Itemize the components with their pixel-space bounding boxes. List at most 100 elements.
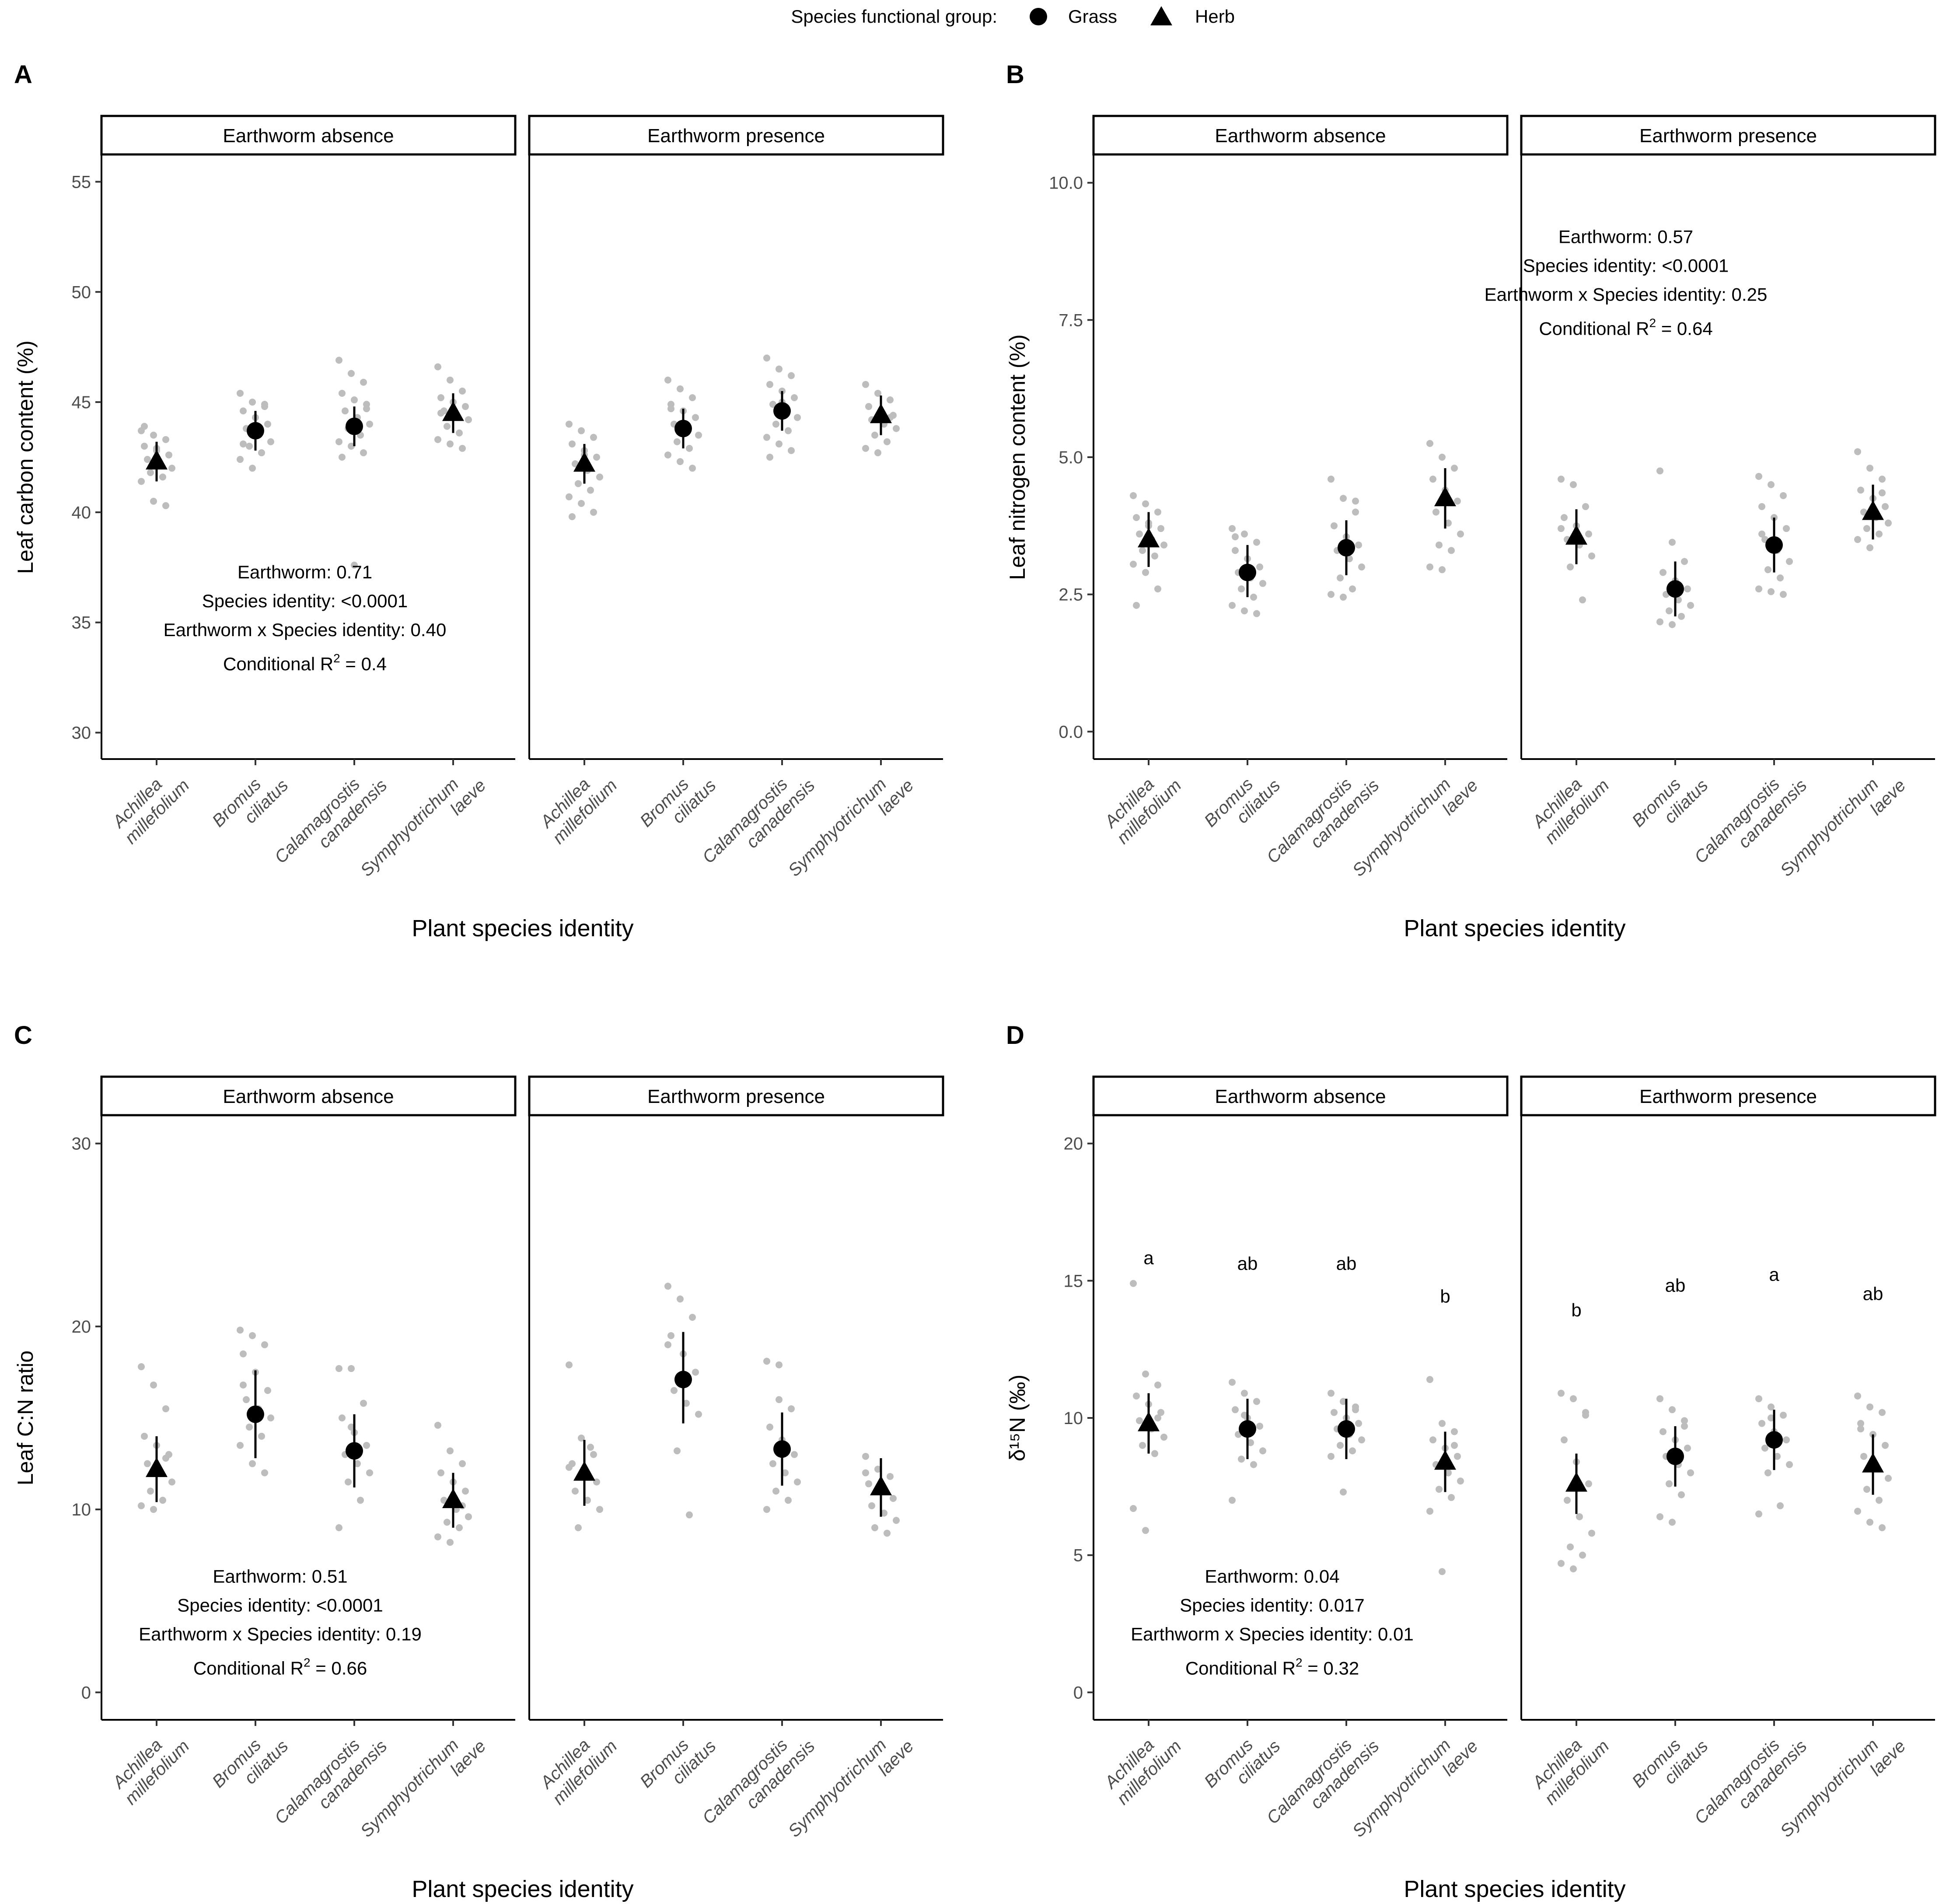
stat-line: Earthworm: 0.04	[1205, 1566, 1339, 1586]
raw-point	[1331, 1409, 1338, 1416]
raw-point	[1328, 476, 1335, 483]
raw-point	[1764, 566, 1771, 574]
raw-point	[1429, 476, 1436, 483]
y-tick-label: 0	[1073, 1683, 1083, 1702]
raw-point	[677, 385, 684, 392]
significance-letter: b	[1440, 1286, 1450, 1307]
raw-point	[240, 440, 247, 448]
facet-strip-label: Earthworm absence	[223, 1086, 394, 1107]
raw-point	[342, 407, 349, 415]
raw-point	[267, 1414, 274, 1421]
y-tick-label: 10.0	[1049, 174, 1083, 193]
raw-point	[1160, 1433, 1167, 1441]
mean-point-herb	[442, 1488, 464, 1508]
mean-point-grass	[247, 422, 264, 440]
raw-point	[1253, 1398, 1260, 1405]
raw-point	[1570, 1565, 1577, 1572]
stat-r2-prefix: Conditional R	[193, 1658, 304, 1678]
raw-point	[1678, 612, 1685, 620]
raw-point	[862, 1452, 869, 1460]
y-tick-label: 20	[72, 1317, 91, 1337]
raw-point	[165, 451, 172, 458]
x-tick-label: Bromusciliatus	[1628, 1722, 1712, 1806]
x-tick-label: Achilleamillefolium	[1099, 762, 1185, 848]
raw-point	[1588, 552, 1595, 560]
raw-point	[1780, 492, 1787, 499]
raw-point	[1432, 508, 1439, 516]
raw-point	[339, 1414, 346, 1421]
raw-point	[237, 1442, 244, 1449]
raw-point	[162, 1455, 169, 1462]
mean-point-grass	[1765, 536, 1783, 554]
stat-line: Earthworm x Species identity: 0.25	[1485, 284, 1768, 305]
raw-point	[1681, 1417, 1688, 1424]
y-tick-label: 30	[72, 1134, 91, 1154]
raw-point	[788, 1405, 795, 1413]
raw-point	[1866, 465, 1873, 472]
facet-strip	[100, 115, 517, 156]
stat-r2-superscript: 2	[1649, 316, 1656, 330]
raw-point	[1358, 1436, 1365, 1444]
raw-point	[686, 444, 693, 452]
raw-point	[1241, 1411, 1248, 1419]
raw-point	[240, 1350, 247, 1358]
raw-point	[1656, 1395, 1663, 1403]
facet-strip	[1520, 115, 1936, 156]
stat-r2-value: = 0.64	[1656, 318, 1713, 339]
raw-point	[695, 1410, 702, 1418]
mean-point-herb	[870, 1475, 892, 1495]
raw-point	[1139, 1442, 1146, 1449]
raw-point	[1436, 541, 1443, 549]
raw-point	[1448, 1494, 1455, 1501]
raw-point	[1238, 1456, 1245, 1463]
raw-point	[437, 394, 444, 402]
raw-point	[1684, 585, 1691, 593]
raw-point	[246, 442, 253, 450]
stat-r2-prefix: Conditional R	[1539, 318, 1649, 339]
raw-point	[1154, 508, 1161, 516]
raw-point	[1133, 602, 1140, 609]
raw-point	[434, 1533, 441, 1540]
raw-point	[578, 427, 585, 434]
raw-point	[776, 365, 783, 373]
raw-point	[1439, 566, 1446, 574]
facet-strip-label: Earthworm presence	[647, 1086, 825, 1107]
stat-line: Earthworm x Species identity: 0.01	[1131, 1624, 1414, 1644]
mean-point-grass	[1239, 1420, 1256, 1438]
stat-line: Earthworm: 0.71	[238, 562, 372, 582]
facet-strip	[1092, 1075, 1509, 1116]
raw-point	[447, 440, 454, 448]
raw-point	[776, 1361, 783, 1368]
raw-point	[1451, 465, 1458, 472]
raw-point	[1570, 1395, 1577, 1403]
raw-point	[871, 1524, 878, 1531]
legend-herb-label: Herb	[1195, 6, 1235, 27]
raw-point	[1426, 1376, 1433, 1383]
raw-point	[1130, 492, 1137, 499]
raw-point	[1133, 514, 1140, 521]
raw-point	[1777, 1502, 1784, 1509]
raw-point	[1355, 541, 1362, 549]
raw-point	[366, 1469, 373, 1477]
raw-point	[150, 431, 157, 439]
raw-point	[162, 502, 169, 509]
raw-point	[335, 1524, 342, 1531]
raw-point	[566, 1463, 573, 1471]
raw-point	[1355, 1420, 1362, 1427]
mean-point-herb	[1138, 528, 1160, 548]
raw-point	[1241, 1390, 1248, 1397]
raw-point	[890, 1495, 897, 1502]
raw-point	[1328, 1452, 1335, 1460]
raw-point	[686, 1511, 693, 1519]
raw-point	[363, 1442, 370, 1449]
raw-point	[1882, 1442, 1889, 1449]
raw-point	[1669, 621, 1676, 628]
raw-point	[572, 1488, 579, 1495]
raw-point	[1879, 476, 1886, 483]
raw-point	[1863, 525, 1870, 532]
mean-point-grass	[346, 1442, 363, 1460]
raw-point	[1656, 1513, 1663, 1520]
y-tick-label: 10	[72, 1500, 91, 1519]
